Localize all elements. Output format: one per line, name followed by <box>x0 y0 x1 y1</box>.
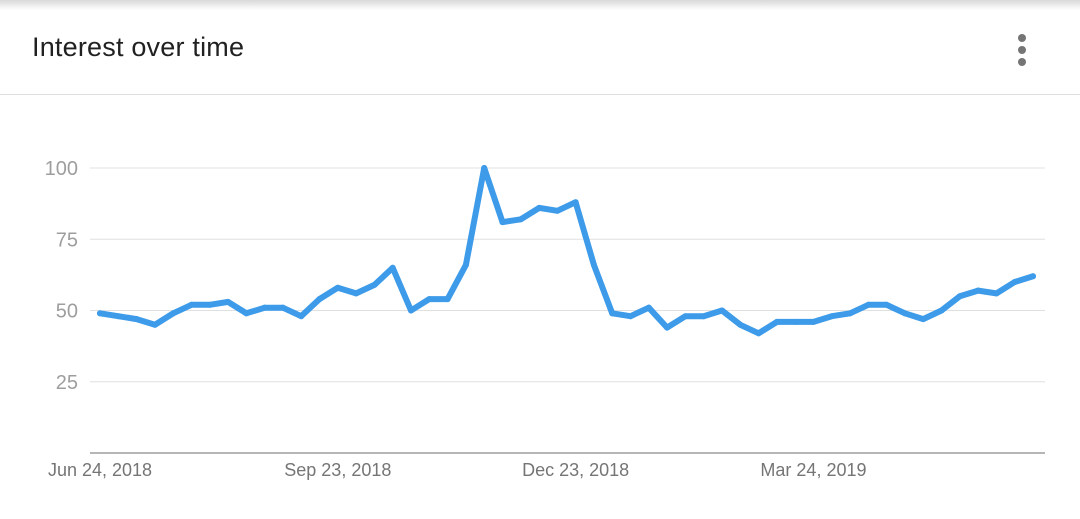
data-point <box>279 304 286 311</box>
card-header: Interest over time <box>0 0 1080 95</box>
data-point <box>810 318 817 325</box>
data-point <box>389 264 396 271</box>
y-tick-label: 25 <box>56 372 78 394</box>
data-point <box>773 318 780 325</box>
x-tick-label: Mar 24, 2019 <box>760 460 866 480</box>
data-point <box>1011 279 1018 285</box>
data-point <box>901 310 908 317</box>
data-point <box>188 301 195 308</box>
data-point <box>609 310 616 317</box>
x-axis-ticks: Jun 24, 2018 Sep 23, 2018 Dec 23, 2018 Mar … <box>48 460 867 480</box>
data-point <box>865 301 872 308</box>
data-point <box>627 313 634 320</box>
series-layer <box>97 165 1036 337</box>
data-point <box>828 313 835 320</box>
menu-dot <box>1018 58 1026 66</box>
data-point <box>170 310 177 317</box>
data-point <box>353 290 360 297</box>
data-point <box>755 330 762 337</box>
data-point <box>554 207 561 214</box>
data-point <box>298 313 305 320</box>
interest-series-line <box>97 165 1036 337</box>
data-point <box>682 313 689 320</box>
data-point <box>151 321 158 328</box>
menu-dot <box>1018 46 1026 54</box>
data-point <box>481 165 488 171</box>
data-point <box>206 301 213 308</box>
data-point <box>243 310 250 317</box>
x-tick-label: Sep 23, 2018 <box>284 460 391 480</box>
data-point <box>920 316 927 323</box>
data-point <box>316 296 323 303</box>
data-point <box>517 216 524 223</box>
y-axis-ticks: 25 50 75 100 <box>45 158 78 394</box>
data-point <box>97 310 103 317</box>
data-point <box>572 199 579 206</box>
data-point <box>261 304 268 311</box>
interest-line-chart: 25 50 75 100 Jun 24, 2018 Sep 23, 2018 Dec 23… <box>45 158 1045 480</box>
data-point <box>883 301 890 308</box>
data-point <box>590 261 597 268</box>
data-point <box>334 284 341 291</box>
x-tick-label: Dec 23, 2018 <box>522 460 629 480</box>
data-point <box>408 307 414 314</box>
data-point <box>737 321 744 328</box>
card-top-shadow <box>0 0 1080 10</box>
data-point <box>792 318 799 325</box>
data-point <box>444 296 451 303</box>
y-tick-label: 50 <box>56 301 78 323</box>
data-point <box>499 219 506 226</box>
data-point <box>225 298 232 305</box>
x-tick-label: Jun 24, 2018 <box>48 460 152 480</box>
data-point <box>115 313 122 320</box>
data-point <box>426 296 433 303</box>
data-point <box>536 204 543 211</box>
data-point <box>956 293 963 300</box>
data-point <box>664 324 671 331</box>
data-point <box>700 313 707 320</box>
data-point <box>462 261 469 268</box>
grid-lines <box>90 167 1045 383</box>
data-point <box>847 310 854 317</box>
data-point <box>133 316 140 323</box>
data-point <box>975 287 982 294</box>
data-point <box>645 304 652 311</box>
more-vert-icon[interactable] <box>1004 28 1040 72</box>
data-point <box>1030 273 1036 280</box>
data-point <box>371 281 378 288</box>
y-tick-label: 75 <box>56 229 78 251</box>
data-point <box>719 307 725 314</box>
data-point <box>938 307 945 314</box>
menu-dot <box>1018 34 1026 42</box>
y-tick-label: 100 <box>45 158 78 180</box>
data-point <box>993 290 1000 297</box>
card-title: Interest over time <box>32 32 245 62</box>
